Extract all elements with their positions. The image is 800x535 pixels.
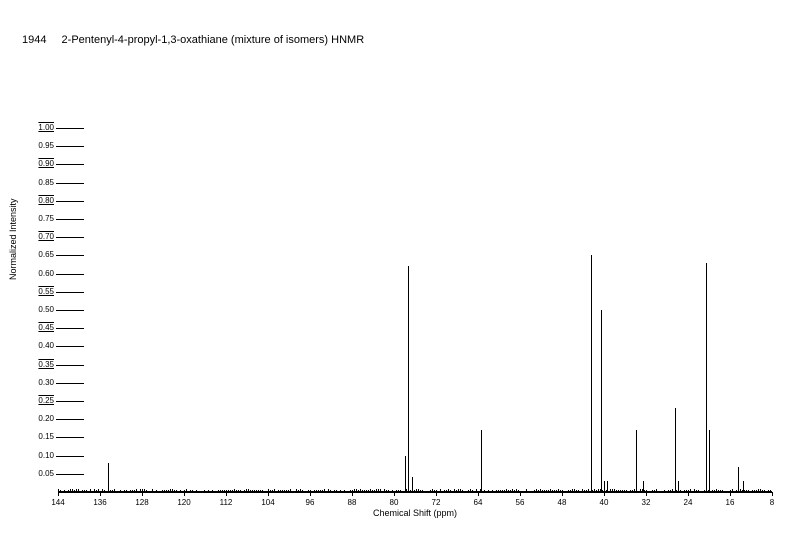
y-tick: 0.55: [24, 287, 54, 296]
y-tick: 0.65: [24, 250, 54, 259]
y-tick: 0.10: [24, 451, 54, 460]
x-tick-mark: [772, 492, 773, 496]
y-tick: 0.60: [24, 269, 54, 278]
y-tick: 0.85: [24, 178, 54, 187]
peak: [604, 481, 605, 492]
x-tick-mark: [100, 492, 101, 496]
peak: [601, 310, 602, 492]
x-tick-mark: [268, 492, 269, 496]
peak: [405, 456, 406, 492]
x-tick-mark: [184, 492, 185, 496]
peak: [636, 430, 637, 492]
x-tick: 144: [51, 498, 64, 507]
x-tick: 48: [558, 498, 567, 507]
peak: [738, 467, 739, 492]
y-tick: 0.95: [24, 141, 54, 150]
x-tick-mark: [688, 492, 689, 496]
x-tick: 32: [642, 498, 651, 507]
peak: [709, 430, 710, 492]
x-tick-mark: [142, 492, 143, 496]
x-tick-mark: [604, 492, 605, 496]
x-axis-line: [58, 492, 772, 493]
x-tick-mark: [436, 492, 437, 496]
y-tick: 0.30: [24, 378, 54, 387]
y-tick: 0.35: [24, 360, 54, 369]
y-tick: 0.45: [24, 323, 54, 332]
x-tick: 56: [516, 498, 525, 507]
x-tick: 72: [432, 498, 441, 507]
peak: [607, 481, 608, 492]
x-tick: 88: [348, 498, 357, 507]
x-tick-mark: [646, 492, 647, 496]
x-tick-mark: [226, 492, 227, 496]
y-tick: 0.15: [24, 432, 54, 441]
peak: [706, 263, 707, 492]
peak: [108, 463, 109, 492]
peak: [408, 266, 409, 492]
peak: [743, 481, 744, 492]
x-tick-mark: [394, 492, 395, 496]
peak: [643, 481, 644, 492]
x-tick: 96: [306, 498, 315, 507]
x-tick-mark: [562, 492, 563, 496]
peak: [591, 255, 592, 492]
x-tick-mark: [730, 492, 731, 496]
x-tick: 40: [600, 498, 609, 507]
y-axis-label: Normalized Intensity: [8, 198, 18, 280]
x-tick: 24: [684, 498, 693, 507]
y-tick: 0.50: [24, 305, 54, 314]
x-tick-mark: [520, 492, 521, 496]
y-tick: 0.20: [24, 414, 54, 423]
peak: [678, 481, 679, 492]
spectrum-plot: [58, 128, 772, 492]
peak: [675, 408, 676, 492]
y-tick: 0.90: [24, 159, 54, 168]
x-tick-mark: [352, 492, 353, 496]
y-tick: 0.40: [24, 341, 54, 350]
x-tick: 120: [177, 498, 190, 507]
x-tick: 128: [135, 498, 148, 507]
x-tick: 104: [261, 498, 274, 507]
spectrum-id: 1944: [22, 34, 46, 46]
page: 1944 2-Pentenyl-4-propyl-1,3-oxathiane (…: [0, 0, 800, 535]
y-tick: 0.75: [24, 214, 54, 223]
x-tick: 8: [770, 498, 774, 507]
x-tick: 16: [726, 498, 735, 507]
x-tick: 80: [390, 498, 399, 507]
x-tick: 64: [474, 498, 483, 507]
x-tick-mark: [478, 492, 479, 496]
x-tick: 112: [220, 498, 233, 507]
x-tick-mark: [58, 492, 59, 496]
x-tick-mark: [310, 492, 311, 496]
page-title: 1944 2-Pentenyl-4-propyl-1,3-oxathiane (…: [22, 34, 364, 46]
y-tick: 0.05: [24, 469, 54, 478]
compound-name: 2-Pentenyl-4-propyl-1,3-oxathiane (mixtu…: [62, 34, 365, 46]
y-tick: 0.25: [24, 396, 54, 405]
y-tick: 0.80: [24, 196, 54, 205]
peak: [412, 477, 413, 492]
peak: [481, 430, 482, 492]
x-tick: 136: [93, 498, 106, 507]
y-tick: 1.00: [24, 123, 54, 132]
x-axis-label: Chemical Shift (ppm): [373, 508, 457, 518]
y-tick: 0.70: [24, 232, 54, 241]
